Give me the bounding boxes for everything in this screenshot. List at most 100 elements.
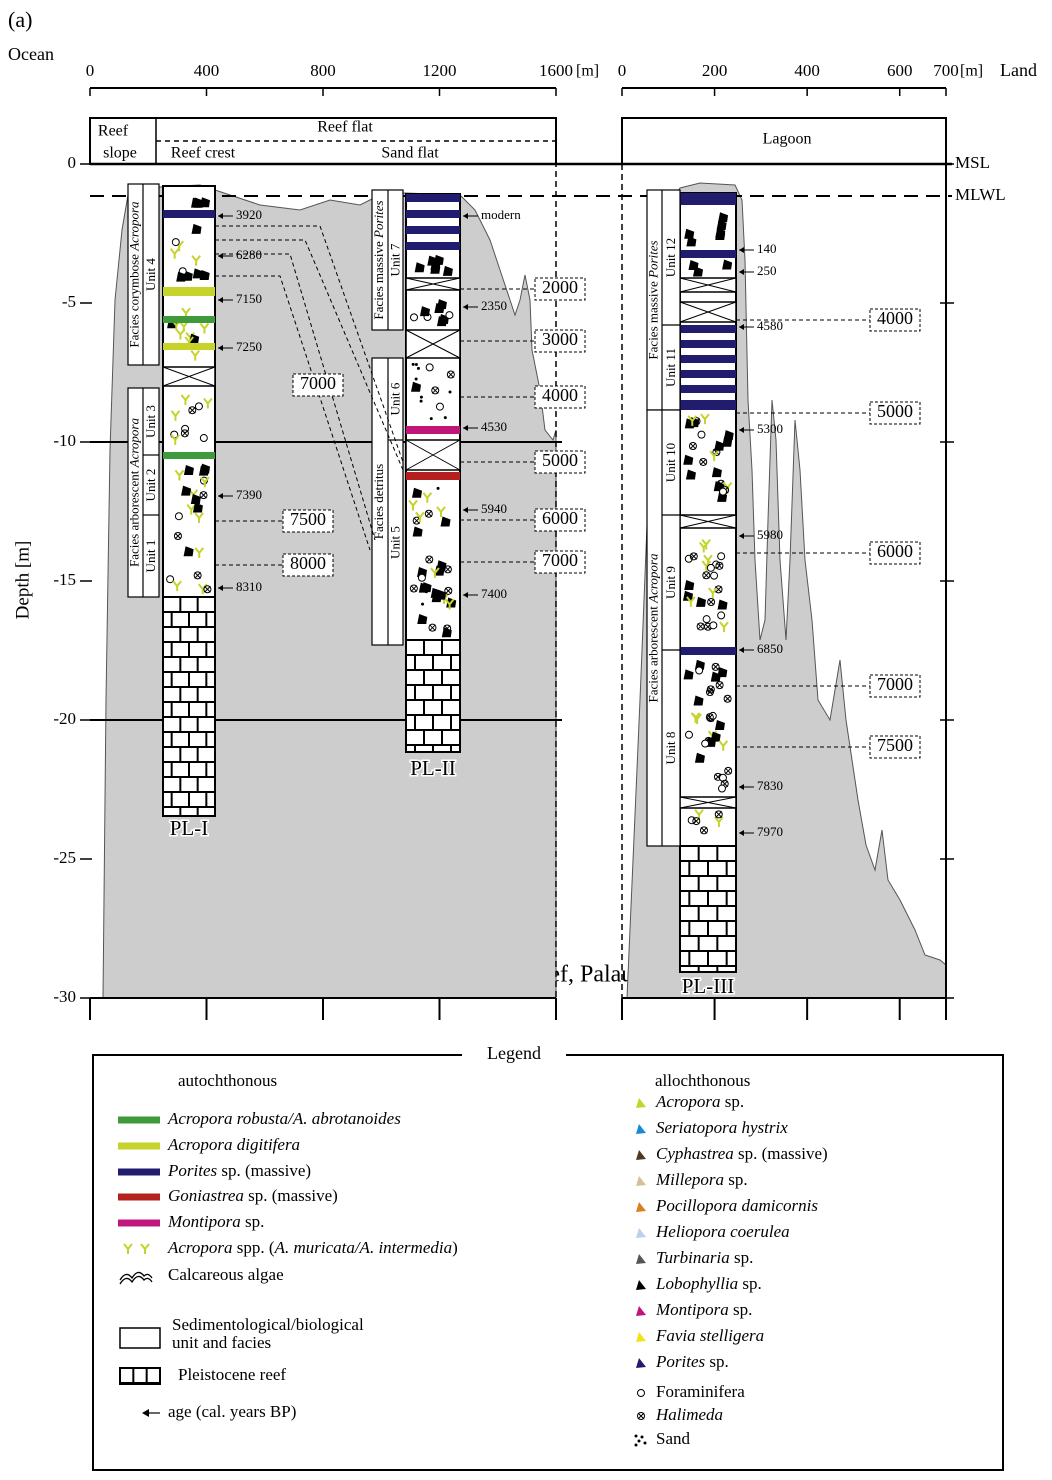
- label-part: Porites: [655, 1352, 705, 1371]
- age-label: 7400: [481, 586, 507, 601]
- coral-band: [680, 340, 736, 348]
- foraminifera-symbol: [703, 616, 710, 623]
- coral-band: [163, 287, 215, 296]
- isochron-label: 2000: [542, 277, 578, 297]
- age-label: 5300: [757, 421, 783, 436]
- foraminifera-symbol: [685, 731, 692, 738]
- isochron-label: 7000: [877, 674, 913, 694]
- foraminifera-symbol: [638, 1390, 645, 1397]
- sand-symbol: [417, 367, 420, 370]
- foraminifera-symbol: [175, 513, 182, 520]
- unit-label: Unit 3: [143, 405, 158, 438]
- sand-symbol: [425, 590, 428, 593]
- unit-label: Unit 11: [663, 348, 678, 387]
- label: Montipora sp.: [655, 1300, 752, 1319]
- age-label: 6850: [757, 641, 783, 656]
- legend-swatch: [118, 1220, 160, 1227]
- legend-icon: [636, 1176, 646, 1186]
- coral-band: [406, 242, 460, 250]
- label-part: Acropora: [645, 553, 660, 604]
- legend-icon: [636, 1306, 646, 1316]
- label-part: Facies arborescent: [645, 603, 660, 703]
- x-tick-label: 1200: [423, 61, 457, 80]
- legend-title: Legend: [487, 1043, 541, 1063]
- age-label: 8310: [236, 579, 262, 594]
- label: Foraminifera: [656, 1382, 745, 1401]
- label-part: Acropora digitifera: [167, 1135, 300, 1154]
- coral-band: [406, 426, 460, 434]
- label-part: sp.: [705, 1352, 729, 1371]
- label-part: Montipora: [167, 1212, 241, 1231]
- acropora-symbol: [141, 1244, 149, 1254]
- y-tick-label: -5: [62, 292, 76, 311]
- label-part: Montipora: [655, 1300, 729, 1319]
- label: Acropora digitifera: [167, 1135, 300, 1154]
- legend-swatch: [118, 1169, 160, 1176]
- pleistocene-reef: [120, 1368, 160, 1384]
- acropora-symbol: [124, 1244, 132, 1254]
- label: Facies arborescent Acropora: [126, 418, 141, 567]
- label-part: Favia stelligera: [655, 1326, 764, 1345]
- land-label: Land: [1000, 60, 1037, 80]
- sand-symbol: [641, 1436, 644, 1439]
- isochron-label: 7000: [542, 550, 578, 570]
- isochron-label: 4000: [877, 308, 913, 328]
- figure: (a) Ocean Land Ngemelis reef, Palau Isla…: [0, 0, 1052, 1480]
- label-part: sp.: [241, 1212, 265, 1231]
- label: Millepora sp.: [655, 1170, 748, 1189]
- age-label: 5980: [757, 527, 783, 542]
- isochron-label: 5000: [542, 450, 578, 470]
- foraminifera-symbol: [418, 574, 425, 581]
- unit-label: Unit 5: [387, 526, 402, 559]
- zone-label: Reef crest: [171, 145, 236, 162]
- coral-band: [680, 355, 736, 363]
- coral-band: [406, 472, 460, 480]
- unit-label: Unit 4: [143, 258, 158, 291]
- label-part: Porites: [371, 200, 386, 239]
- unit-label: Unit 10: [663, 443, 678, 482]
- level-label: MSL: [955, 153, 990, 172]
- isochron-label: 8000: [290, 553, 326, 573]
- zone-label: Lagoon: [763, 131, 812, 148]
- age-label: 7970: [757, 824, 783, 839]
- label-part: sp.: [721, 1092, 745, 1111]
- x-tick-label: 600: [887, 61, 913, 80]
- unit-label: Unit 2: [143, 469, 158, 502]
- sand-symbol: [415, 363, 418, 366]
- legend-icon: [636, 1124, 646, 1134]
- foraminifera-symbol: [710, 622, 717, 629]
- y-tick-label: -10: [53, 431, 76, 450]
- foraminifera-symbol: [696, 667, 703, 674]
- foraminifera-symbol: [195, 403, 202, 410]
- panel-label: (a): [8, 7, 32, 32]
- label-part: ): [452, 1238, 458, 1257]
- x-tick-label: 700: [933, 61, 959, 80]
- label-part: Pocillopora damicornis: [655, 1196, 818, 1215]
- coral-band: [406, 194, 460, 202]
- foraminifera-symbol: [200, 435, 207, 442]
- label-part: Heliopora coerulea: [655, 1222, 790, 1241]
- sand-symbol: [444, 416, 447, 419]
- label-part: Facies arborescent: [126, 467, 141, 567]
- coral-band: [680, 193, 736, 205]
- label: Porites sp.: [655, 1352, 729, 1371]
- label-part: Acropora: [126, 201, 141, 252]
- algae-icon: [120, 1272, 152, 1284]
- label: Montipora sp.: [167, 1212, 264, 1231]
- label-part: A. muricata/A. intermedia: [274, 1238, 453, 1257]
- label: Acropora spp. (A. muricata/A. intermedia…: [167, 1238, 458, 1257]
- foraminifera-symbol: [720, 488, 727, 495]
- coral-band: [163, 210, 215, 218]
- legend-icon: [636, 1150, 646, 1160]
- sand-symbol: [412, 363, 415, 366]
- label-part: Millepora: [655, 1170, 724, 1189]
- y-tick-label: -15: [53, 570, 76, 589]
- label: Goniastrea sp. (massive): [168, 1186, 338, 1205]
- x-tick-label: 1600: [539, 61, 573, 80]
- legend-heading: autochthonous: [178, 1071, 277, 1090]
- label: Facies arborescent Acropora: [645, 553, 660, 702]
- label-part: sp.: [738, 1274, 762, 1293]
- y-tick-label: -30: [53, 987, 76, 1006]
- age-label: 7250: [236, 339, 262, 354]
- legend-icon: [636, 1332, 646, 1342]
